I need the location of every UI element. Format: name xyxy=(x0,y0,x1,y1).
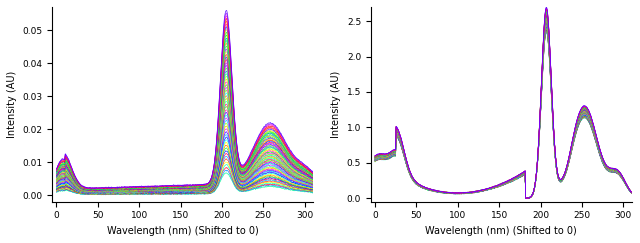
Y-axis label: Intensity (AU): Intensity (AU) xyxy=(332,71,341,138)
X-axis label: Wavelength (nm) (Shifted to 0): Wavelength (nm) (Shifted to 0) xyxy=(426,226,577,236)
X-axis label: Wavelength (nm) (Shifted to 0): Wavelength (nm) (Shifted to 0) xyxy=(107,226,259,236)
Y-axis label: Intensity (AU): Intensity (AU) xyxy=(7,71,17,138)
